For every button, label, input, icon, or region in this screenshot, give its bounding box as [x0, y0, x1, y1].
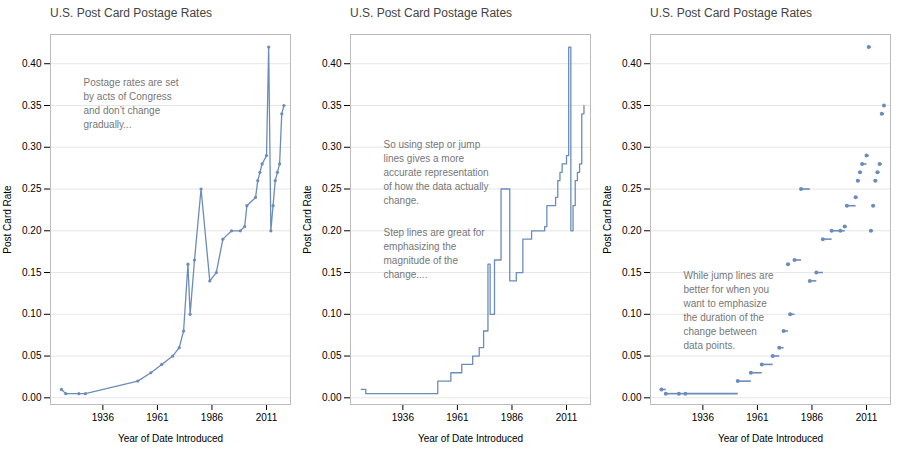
svg-text:1936: 1936	[692, 412, 715, 423]
svg-text:Post Card Rate: Post Card Rate	[602, 185, 613, 254]
svg-text:0.35: 0.35	[22, 100, 42, 111]
svg-text:0.05: 0.05	[622, 350, 642, 361]
svg-text:0.35: 0.35	[622, 100, 642, 111]
svg-text:0.20: 0.20	[622, 225, 642, 236]
svg-text:2011: 2011	[856, 412, 878, 423]
html-text:U.S. Post Card Postage Rates: U.S. Post Card Postage Rates	[50, 6, 213, 20]
svg-text:0.30: 0.30	[622, 141, 642, 152]
svg-text:Year of Date Introduced: Year of Date Introduced	[418, 433, 523, 444]
svg-text:0.20: 0.20	[322, 225, 342, 236]
svg-text:0.40: 0.40	[322, 58, 342, 69]
svg-text:1986: 1986	[801, 412, 824, 423]
svg-text:0.15: 0.15	[22, 267, 42, 278]
svg-text:0.00: 0.00	[22, 392, 42, 403]
svg-text:0.10: 0.10	[22, 308, 42, 319]
svg-text:0.10: 0.10	[622, 308, 642, 319]
svg-text:0.10: 0.10	[322, 308, 342, 319]
svg-text:Step lines are great foremphas: Step lines are great foremphasizing them…	[384, 227, 486, 280]
svg-text:0.20: 0.20	[22, 225, 42, 236]
svg-text:Year of Date Introduced: Year of Date Introduced	[118, 433, 223, 444]
svg-text:While jump lines arebetter for: While jump lines arebetter for when youw…	[683, 270, 774, 351]
svg-text:0.40: 0.40	[22, 58, 42, 69]
svg-text:0.25: 0.25	[22, 183, 42, 194]
svg-text:0.25: 0.25	[622, 183, 642, 194]
svg-text:2011: 2011	[256, 412, 278, 423]
svg-text:1961: 1961	[146, 412, 169, 423]
svg-text:1961: 1961	[446, 412, 469, 423]
svg-text:0.00: 0.00	[322, 392, 342, 403]
svg-text:1936: 1936	[92, 412, 115, 423]
svg-text:Post Card Rate: Post Card Rate	[2, 185, 13, 254]
svg-text:2011: 2011	[556, 412, 578, 423]
svg-text:0.05: 0.05	[322, 350, 342, 361]
svg-text:Year of Date Introduced: Year of Date Introduced	[718, 433, 823, 444]
svg-text:0.15: 0.15	[322, 267, 342, 278]
svg-text:0.30: 0.30	[322, 141, 342, 152]
svg-text:0.25: 0.25	[322, 183, 342, 194]
svg-text:0.00: 0.00	[622, 392, 642, 403]
svg-text:1986: 1986	[501, 412, 524, 423]
html-text:U.S. Post Card Postage Rates: U.S. Post Card Postage Rates	[350, 6, 513, 20]
svg-text:0.40: 0.40	[622, 58, 642, 69]
svg-text:0.35: 0.35	[322, 100, 342, 111]
svg-text:1936: 1936	[392, 412, 415, 423]
svg-text:1961: 1961	[746, 412, 769, 423]
svg-text:So using step or jumplines giv: So using step or jumplines gives a morea…	[384, 139, 489, 206]
svg-text:0.15: 0.15	[622, 267, 642, 278]
svg-text:0.05: 0.05	[22, 350, 42, 361]
svg-text:Post Card Rate: Post Card Rate	[302, 185, 313, 254]
svg-text:1986: 1986	[201, 412, 224, 423]
svg-text:Postage rates are setby acts o: Postage rates are setby acts of Congress…	[84, 77, 179, 130]
html-text:U.S. Post Card Postage Rates: U.S. Post Card Postage Rates	[650, 6, 813, 20]
svg-text:0.30: 0.30	[22, 141, 42, 152]
